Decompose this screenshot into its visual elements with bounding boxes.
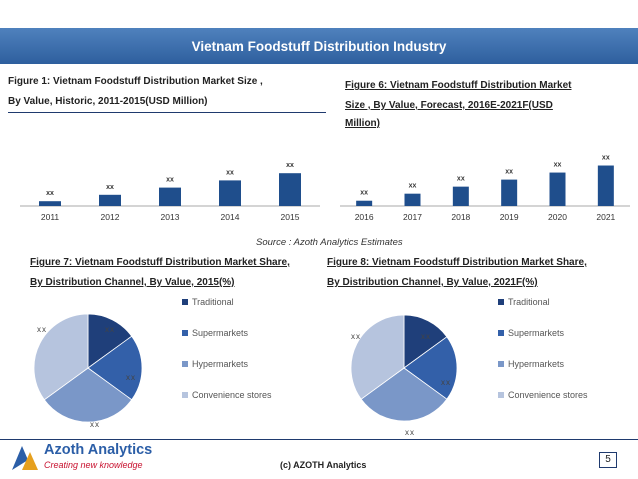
- historic-data-label: xx: [226, 169, 234, 176]
- historic-bar: [159, 187, 181, 206]
- pie2021-legend-swatch: [498, 299, 504, 305]
- historic-bar: [279, 173, 301, 206]
- forecast-bar: [356, 200, 373, 206]
- pie2021-legend-label: Supermarkets: [508, 328, 565, 338]
- title-banner: Vietnam Foodstuff Distribution Industry: [0, 28, 638, 64]
- pie2021-legend-swatch: [498, 361, 504, 367]
- historic-data-label: xx: [166, 177, 174, 184]
- company-name: Azoth Analytics: [44, 442, 153, 458]
- forecast-data-label: xx: [360, 190, 368, 197]
- pie2021-legend-label: Hypermarkets: [508, 359, 565, 369]
- pie2021-slice-label: xx: [351, 332, 361, 341]
- company-tagline: Creating new knowledge: [44, 460, 143, 470]
- pie2015-slice: [33, 313, 89, 401]
- pie2021-slice-label: xx: [441, 378, 451, 387]
- pie2015-slice-label: xx: [90, 420, 100, 429]
- pie2021-slice-label: xx: [421, 332, 431, 341]
- pie2015-legend-item: Convenience stores: [182, 390, 272, 401]
- pie2015-slice-label: xx: [126, 373, 136, 382]
- logo-mark-icon: [12, 446, 38, 470]
- pie2015-legend-item: Hypermarkets: [182, 359, 272, 370]
- historic-data-label: xx: [106, 184, 114, 191]
- market-size-historic-chart: xx 2011 xx 2012 xx 2013 xx 2014 xx 2015: [20, 162, 320, 222]
- forecast-data-label: xx: [602, 155, 610, 162]
- pie2015-legend-item: Supermarkets: [182, 328, 272, 339]
- copyright: (c) AZOTH Analytics: [280, 460, 367, 470]
- historic-bar: [99, 194, 121, 206]
- pie2021-legend-item: Convenience stores: [498, 390, 588, 401]
- pie2015-slice: [87, 313, 133, 369]
- pie2015-legend-label: Traditional: [192, 297, 234, 307]
- forecast-tick-label: 2020: [548, 212, 567, 222]
- fig1-title-line2: By Value, Historic, 2011-2015(USD Millio…: [8, 92, 326, 113]
- page-title: Vietnam Foodstuff Distribution Industry: [191, 38, 447, 54]
- fig8-title-line2: By Distribution Channel, By Value, 2021F…: [327, 277, 538, 288]
- legend-2021: Traditional Supermarkets Hypermarkets Conve…: [498, 297, 588, 421]
- pie2015-legend-swatch: [182, 330, 188, 336]
- pie2015-slice-label: xx: [37, 325, 47, 334]
- pie2015-slice: [43, 367, 133, 423]
- fig6-title-line1: Figure 6: Vietnam Foodstuff Distribution…: [345, 80, 572, 91]
- forecast-bar: [549, 172, 566, 206]
- legend-2015: Traditional Supermarkets Hypermarkets Conve…: [182, 297, 272, 421]
- forecast-bar: [452, 186, 469, 206]
- pie2021-legend-swatch: [498, 330, 504, 336]
- fig7-title-line1: Figure 7: Vietnam Foodstuff Distribution…: [30, 257, 290, 268]
- forecast-tick-label: 2019: [500, 212, 519, 222]
- market-share-2015-pie: xx xx xx xx: [33, 313, 143, 429]
- fig6-title-line3: Million): [345, 118, 380, 129]
- forecast-data-label: xx: [457, 176, 465, 183]
- historic-bar: [39, 201, 61, 206]
- forecast-tick-label: 2016: [355, 212, 374, 222]
- historic-data-label: xx: [46, 190, 54, 197]
- forecast-bar: [597, 165, 614, 206]
- pie2021-legend-label: Traditional: [508, 297, 550, 307]
- pie2015-legend-swatch: [182, 361, 188, 367]
- pie2021-slice: [360, 367, 448, 422]
- pie2021-legend-label: Convenience stores: [508, 390, 588, 400]
- fig8-title-line1: Figure 8: Vietnam Foodstuff Distribution…: [327, 257, 587, 268]
- forecast-tick-label: 2021: [596, 212, 615, 222]
- pie2021-legend-item: Supermarkets: [498, 328, 588, 339]
- forecast-tick-label: 2017: [403, 212, 422, 222]
- historic-tick-label: 2011: [41, 212, 60, 222]
- historic-tick-label: 2015: [281, 212, 300, 222]
- fig1-title-line1: Figure 1: Vietnam Foodstuff Distribution…: [8, 76, 263, 87]
- source-note: Source : Azoth Analytics Estimates: [256, 237, 403, 248]
- pie2021-legend-item: Traditional: [498, 297, 588, 308]
- forecast-data-label: xx: [505, 169, 513, 176]
- pie2021-slice-label: xx: [405, 428, 415, 435]
- pie2015-legend-swatch: [182, 392, 188, 398]
- historic-tick-label: 2013: [161, 212, 180, 222]
- historic-tick-label: 2012: [101, 212, 120, 222]
- forecast-bar: [404, 193, 421, 206]
- forecast-data-label: xx: [409, 183, 417, 190]
- pie2015-slice-label: xx: [105, 325, 115, 334]
- fig7-title-line2: By Distribution Channel, By Value, 2015(…: [30, 277, 235, 288]
- page-number: 5: [599, 452, 617, 468]
- pie2021-slice: [350, 314, 405, 400]
- market-size-forecast-chart: xx 2016 xx 2017 xx 2018 xx 2019 xx 2020 xx 2021: [340, 155, 630, 222]
- pie2021-legend-item: Hypermarkets: [498, 359, 588, 370]
- pie2015-legend-item: Traditional: [182, 297, 272, 308]
- historic-data-label: xx: [286, 162, 294, 169]
- forecast-data-label: xx: [554, 162, 562, 169]
- footer-divider: [0, 439, 638, 440]
- forecast-bar: [501, 179, 518, 206]
- historic-bar: [219, 180, 241, 206]
- pie2015-legend-label: Convenience stores: [192, 390, 272, 400]
- historic-tick-label: 2014: [221, 212, 240, 222]
- market-share-2021-pie: xx xx xx xx: [350, 314, 458, 435]
- pie2021-slice: [403, 314, 448, 369]
- pie2015-legend-label: Hypermarkets: [192, 359, 249, 369]
- pie2015-legend-label: Supermarkets: [192, 328, 249, 338]
- company-logo: Azoth Analytics Creating new knowledge: [10, 442, 160, 472]
- pie2015-slice: [87, 335, 143, 401]
- pie2021-slice: [403, 336, 458, 400]
- pie2021-legend-swatch: [498, 392, 504, 398]
- forecast-tick-label: 2018: [451, 212, 470, 222]
- fig6-title-line2: Size , By Value, Forecast, 2016E-2021F(U…: [345, 100, 553, 111]
- pie2015-legend-swatch: [182, 299, 188, 305]
